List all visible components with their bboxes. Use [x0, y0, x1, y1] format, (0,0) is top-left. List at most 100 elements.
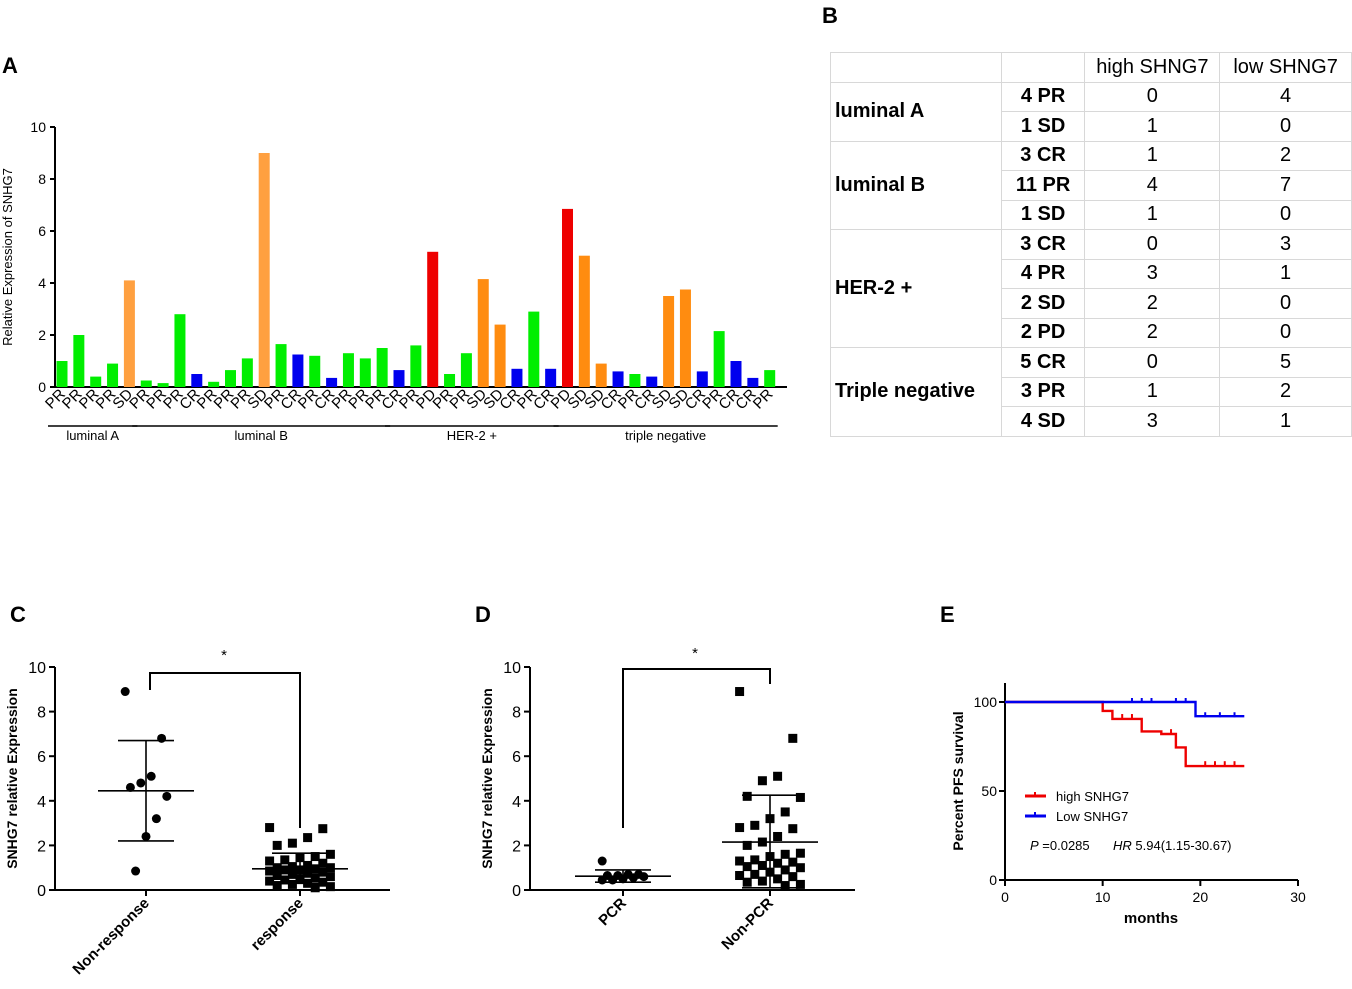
- data-point: [265, 856, 275, 866]
- data-point: [287, 838, 297, 848]
- y-tick-label: 2: [38, 327, 46, 343]
- y-axis-title: Percent PFS survival: [950, 711, 966, 850]
- table-response-cell: 11 PR: [1000, 170, 1086, 201]
- y-tick-label: 4: [38, 275, 46, 291]
- y-tick-label: 2: [37, 838, 46, 855]
- table-response-cell: 2 SD: [1000, 288, 1086, 319]
- data-point: [735, 871, 745, 881]
- bar: [460, 353, 472, 387]
- chart-c-scatter: 0 2 4 6 8 10 SNHG7 relative Expression Non-resp…: [4, 647, 390, 978]
- y-axis-title: Relative Expression of SNHG7: [0, 168, 15, 346]
- bar: [528, 311, 540, 387]
- data-point: [318, 858, 328, 868]
- bar: [292, 354, 304, 387]
- bar: [309, 355, 321, 387]
- data-point: [325, 872, 335, 882]
- data-point: [757, 776, 767, 786]
- table-row: 2 SD 2 0: [831, 288, 1352, 319]
- hr-annotation: HR 5.94(1.15-30.67): [1113, 838, 1232, 853]
- data-point: [795, 879, 805, 889]
- data-point: [318, 877, 328, 887]
- data-point: [310, 873, 320, 883]
- bar: [477, 279, 489, 387]
- data-point: [265, 876, 275, 886]
- table-header-high: high SHNG7: [1084, 52, 1221, 83]
- data-point: [265, 823, 275, 833]
- table-high-cell: 1: [1084, 111, 1221, 142]
- table-group-label: luminal B: [830, 140, 1002, 230]
- data-point: [280, 855, 290, 865]
- data-point: [157, 733, 167, 743]
- bar: [444, 374, 456, 387]
- bar: [511, 368, 523, 387]
- data-point: [750, 820, 760, 830]
- data-point: [773, 874, 783, 884]
- p-value-annotation: P =0.0285: [1030, 838, 1090, 853]
- significance-bracket: [622, 668, 771, 828]
- data-point: [272, 840, 282, 850]
- bar: [107, 363, 119, 387]
- data-point: [788, 733, 798, 743]
- y-tick-label: 6: [512, 749, 521, 766]
- bar: [713, 331, 725, 387]
- data-point: [788, 824, 798, 834]
- y-axis-title: SNHG7 relative Expression: [4, 688, 20, 869]
- table-header-cell: [1000, 52, 1086, 83]
- table-low-cell: 0: [1219, 199, 1352, 230]
- table-high-cell: 2: [1084, 317, 1221, 348]
- bar: [326, 377, 338, 387]
- data-point: [795, 792, 805, 802]
- table-response-cell: 4 PR: [1000, 81, 1086, 112]
- table-high-cell: 0: [1084, 347, 1221, 378]
- bar: [342, 353, 354, 387]
- y-tick-label: 8: [37, 705, 46, 722]
- data-point: [780, 881, 790, 891]
- table-high-cell: 3: [1084, 406, 1221, 437]
- data-point: [318, 824, 328, 834]
- table-high-cell: 4: [1084, 170, 1221, 201]
- panel-label-e: E: [940, 602, 955, 627]
- y-tick-label: 10: [28, 660, 46, 677]
- table-low-cell: 0: [1219, 111, 1352, 142]
- table-group-label: HER-2 +: [830, 229, 1002, 348]
- bar: [241, 358, 253, 387]
- data-point: [136, 778, 146, 788]
- table-response-cell: 4 SD: [1000, 406, 1086, 437]
- bar: [494, 324, 506, 387]
- table-row: 4 SD 3 1: [831, 406, 1352, 437]
- data-point: [628, 873, 638, 883]
- table-low-cell: 2: [1219, 376, 1352, 407]
- x-tick-label: Non-response: [69, 895, 152, 978]
- bar: [73, 335, 85, 387]
- data-point: [795, 848, 805, 858]
- table-low-cell: 3: [1219, 229, 1352, 260]
- table-low-cell: 1: [1219, 406, 1352, 437]
- table-high-cell: 0: [1084, 229, 1221, 260]
- significance-marker: *: [221, 647, 227, 664]
- y-tick-label: 50: [981, 783, 997, 799]
- table-response-cell: 2 PD: [1000, 317, 1086, 348]
- data-point: [325, 863, 335, 873]
- bar: [562, 208, 573, 387]
- y-tick-label: 100: [974, 694, 998, 710]
- table-low-cell: 0: [1219, 288, 1352, 319]
- table-response-cell: 4 PR: [1000, 258, 1086, 289]
- x-tick-label: 0: [1001, 889, 1009, 905]
- data-point: [780, 807, 790, 817]
- bar: [359, 358, 371, 387]
- bar: [663, 296, 675, 387]
- table-low-cell: 5: [1219, 347, 1352, 378]
- bar: [747, 377, 759, 387]
- table-response-cell: 3 PR: [1000, 376, 1086, 407]
- bar: [90, 376, 102, 387]
- bar: [764, 370, 776, 387]
- data-point: [750, 869, 760, 879]
- data-point: [773, 831, 783, 841]
- x-tick-label: 10: [1095, 889, 1111, 905]
- bar: [56, 361, 68, 387]
- table-group-label: Triple negative: [830, 347, 1002, 437]
- table-high-cell: 3: [1084, 258, 1221, 289]
